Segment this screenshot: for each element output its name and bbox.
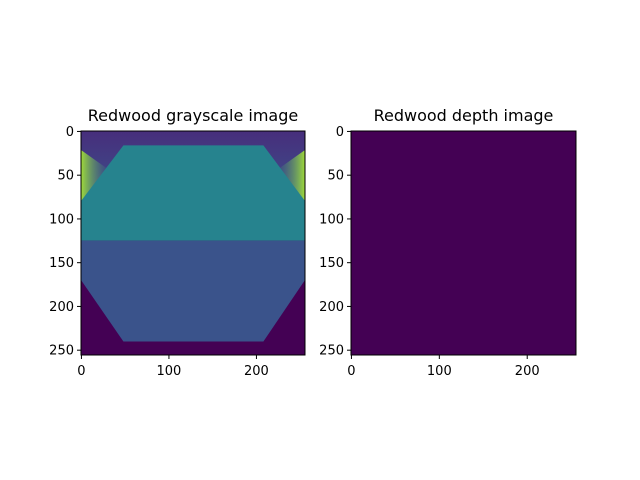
axes-frame (80, 130, 306, 356)
y-tick-label: 50 (327, 169, 344, 184)
axes-title: Redwood grayscale image (88, 106, 298, 125)
depth-image (351, 131, 576, 355)
y-tick-label: 0 (336, 125, 344, 140)
x-tick-label: 200 (244, 364, 269, 379)
x-tick-label: 200 (515, 364, 540, 379)
y-tick-label: 250 (49, 344, 74, 359)
y-tick-label: 0 (66, 125, 74, 140)
y-tick-label: 100 (49, 212, 74, 227)
x-tick-label: 0 (77, 364, 85, 379)
y-tick-label: 150 (49, 256, 74, 271)
grayscale-image (81, 131, 305, 355)
y-tick-label: 50 (57, 169, 74, 184)
y-tick-label: 100 (319, 212, 344, 227)
x-tick-label: 0 (347, 364, 355, 379)
x-tick-label: 100 (157, 364, 182, 379)
axes-frame (350, 130, 577, 356)
y-tick-label: 200 (49, 300, 74, 315)
y-tick-label: 150 (319, 256, 344, 271)
axes-title: Redwood depth image (374, 106, 554, 125)
x-tick-label: 100 (427, 364, 452, 379)
y-tick-label: 200 (319, 300, 344, 315)
y-tick-label: 250 (319, 344, 344, 359)
